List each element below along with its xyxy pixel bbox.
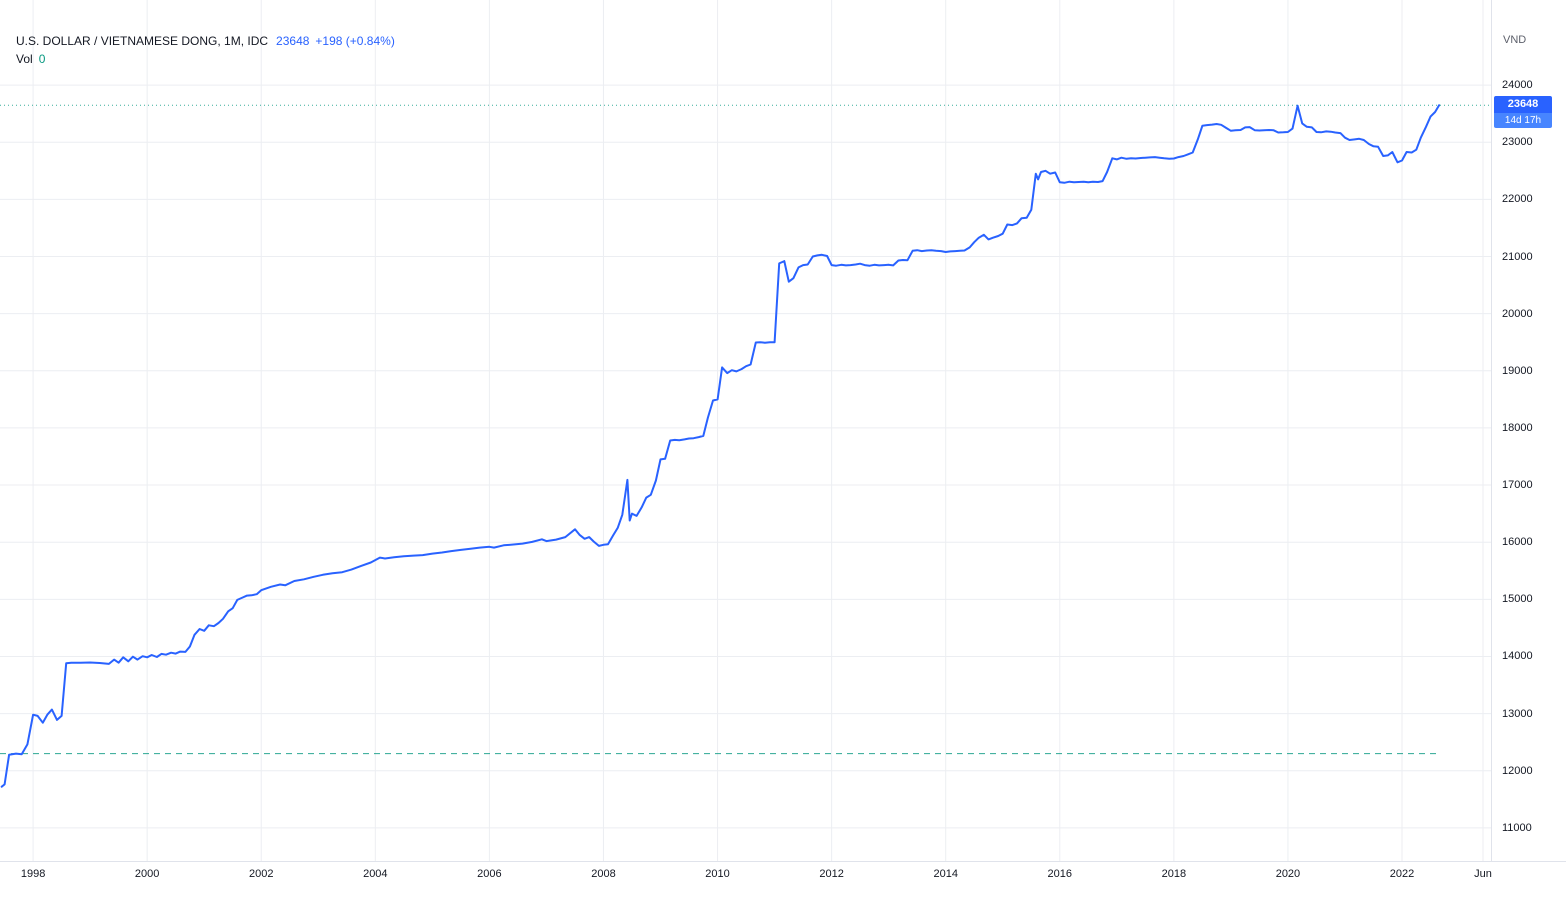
x-axis-label[interactable]: 2008	[591, 868, 616, 880]
last-price-value: 23648	[276, 34, 310, 48]
y-axis-label[interactable]: 21000	[1502, 250, 1533, 263]
volume-value: 0	[38, 52, 46, 66]
x-axis-label[interactable]: 2012	[819, 868, 844, 880]
price-series-line[interactable]	[0, 104, 1441, 788]
y-axis-label[interactable]: 20000	[1502, 307, 1533, 320]
price-axis[interactable]: VND 23648 14d 17h 11000 12000 13000 14000 15…	[1491, 0, 1566, 861]
x-axis-label[interactable]: 2022	[1389, 868, 1415, 880]
y-axis-label[interactable]: 15000	[1502, 593, 1533, 606]
y-axis-label[interactable]: 22000	[1502, 193, 1533, 206]
last-price-badge: 23648	[1494, 96, 1552, 114]
x-axis-label[interactable]: 2018	[1161, 868, 1187, 880]
price-change-value: +198 (+0.84%)	[315, 34, 395, 48]
time-axis[interactable]: 1998 2000 2002 2004 2006 2008 2010 2012 2014 2016…	[0, 861, 1566, 917]
bar-countdown-badge: 14d 17h	[1494, 113, 1552, 129]
x-axis-label[interactable]: 2014	[933, 868, 958, 880]
x-axis-label[interactable]: Jun	[1474, 868, 1492, 880]
x-axis-label[interactable]: 1998	[20, 868, 46, 880]
x-axis-label[interactable]: 2000	[134, 868, 160, 880]
x-axis-label[interactable]: 2002	[248, 868, 274, 880]
volume-label: Vol	[16, 52, 33, 66]
currency-label: VND	[1503, 34, 1527, 46]
chart-legend: U.S. DOLLAR / VIETNAMESE DONG, 1M, IDC 23…	[16, 33, 395, 67]
y-axis-label[interactable]: 13000	[1502, 707, 1533, 720]
last-price-badge-group: 23648 14d 17h	[1494, 96, 1552, 129]
x-axis-label[interactable]: 2004	[363, 868, 388, 880]
price-chart-plot[interactable]	[0, 0, 1491, 861]
y-axis-label[interactable]: 19000	[1502, 364, 1533, 377]
y-axis-label[interactable]: 18000	[1502, 421, 1533, 434]
y-axis-label[interactable]: 11000	[1502, 821, 1532, 834]
y-axis-label[interactable]: 16000	[1502, 536, 1533, 549]
y-axis-label[interactable]: 24000	[1502, 79, 1533, 92]
x-axis-label[interactable]: 2020	[1275, 868, 1301, 880]
y-axis-label[interactable]: 14000	[1502, 650, 1533, 663]
y-axis-label[interactable]: 17000	[1502, 479, 1533, 492]
x-axis-label[interactable]: 2016	[1047, 868, 1073, 880]
y-axis-label[interactable]: 12000	[1502, 764, 1533, 777]
x-axis-label[interactable]: 2010	[705, 868, 730, 880]
y-axis-label[interactable]: 23000	[1502, 136, 1533, 149]
volume-row: Vol 0	[16, 51, 395, 67]
symbol-row[interactable]: U.S. DOLLAR / VIETNAMESE DONG, 1M, IDC 23…	[16, 33, 395, 49]
x-axis-label[interactable]: 2006	[477, 868, 502, 880]
symbol-title[interactable]: U.S. DOLLAR / VIETNAMESE DONG, 1M, IDC	[16, 34, 269, 48]
